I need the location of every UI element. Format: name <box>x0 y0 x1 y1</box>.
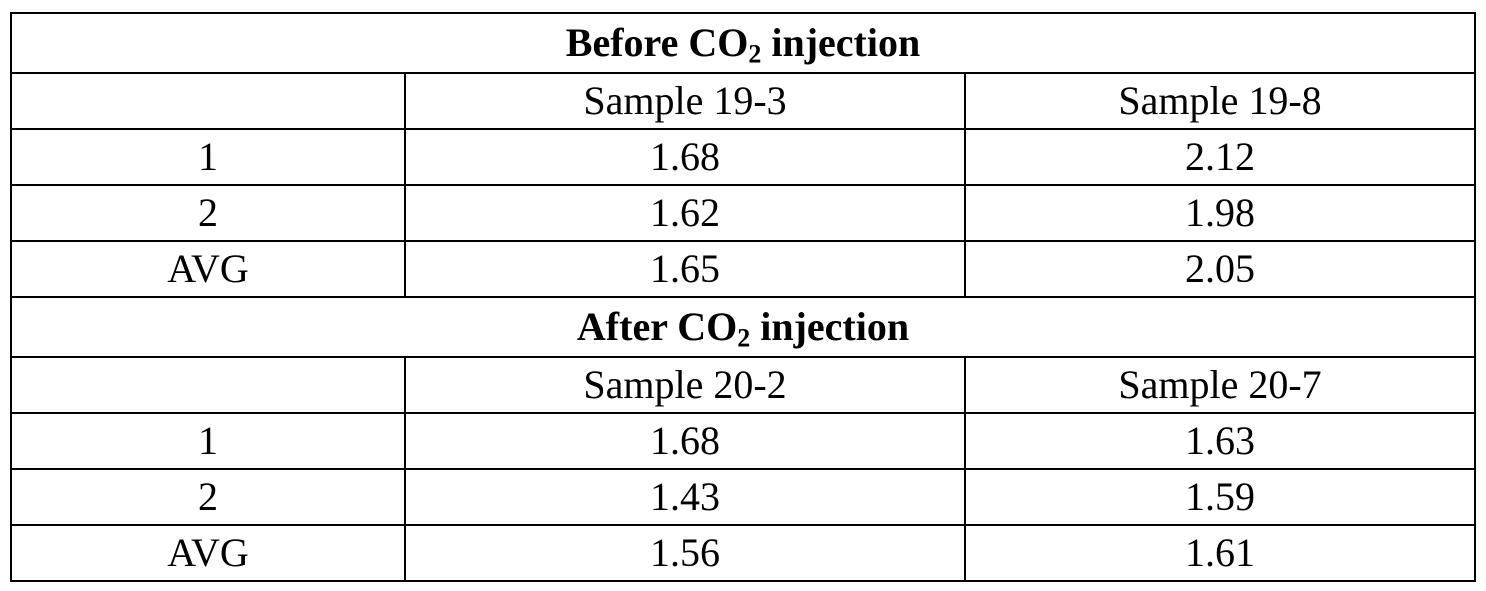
section-header-row-before: Before CO2 injection <box>11 13 1475 73</box>
value-cell: 1.62 <box>405 185 965 241</box>
section-title-before-prefix: Before CO <box>566 20 749 65</box>
section-title-after: After CO2 injection <box>11 297 1475 357</box>
table-row: 2 1.43 1.59 <box>11 469 1475 525</box>
row-label-cell: 1 <box>11 413 405 469</box>
value-cell: 1.43 <box>405 469 965 525</box>
value-cell: 1.63 <box>965 413 1475 469</box>
section-title-before-suffix: injection <box>761 20 920 65</box>
table-row: 1 1.68 1.63 <box>11 413 1475 469</box>
sample-header-row-after: Sample 20-2 Sample 20-7 <box>11 357 1475 413</box>
row-label-cell: AVG <box>11 525 405 581</box>
row-label-cell: 2 <box>11 185 405 241</box>
sample-header-row-before: Sample 19-3 Sample 19-8 <box>11 73 1475 129</box>
sample-header-cell: Sample 20-7 <box>965 357 1475 413</box>
sample-header-cell: Sample 20-2 <box>405 357 965 413</box>
value-cell: 1.59 <box>965 469 1475 525</box>
section-title-after-suffix: injection <box>750 304 909 349</box>
section-header-row-after: After CO2 injection <box>11 297 1475 357</box>
value-cell: 1.68 <box>405 129 965 185</box>
data-table-container: Before CO2 injection Sample 19-3 Sample … <box>10 12 1474 582</box>
empty-header-cell <box>11 357 405 413</box>
sample-header-cell: Sample 19-8 <box>965 73 1475 129</box>
value-cell: 2.05 <box>965 241 1475 297</box>
section-title-before: Before CO2 injection <box>11 13 1475 73</box>
value-cell: 1.56 <box>405 525 965 581</box>
table-row-average: AVG 1.65 2.05 <box>11 241 1475 297</box>
empty-header-cell <box>11 73 405 129</box>
row-label-cell: AVG <box>11 241 405 297</box>
table-row: 2 1.62 1.98 <box>11 185 1475 241</box>
table-row: 1 1.68 2.12 <box>11 129 1475 185</box>
row-label-cell: 2 <box>11 469 405 525</box>
section-title-after-subscript: 2 <box>737 324 750 353</box>
value-cell: 1.61 <box>965 525 1475 581</box>
table-row-average: AVG 1.56 1.61 <box>11 525 1475 581</box>
co2-injection-table: Before CO2 injection Sample 19-3 Sample … <box>10 12 1476 582</box>
value-cell: 1.68 <box>405 413 965 469</box>
value-cell: 2.12 <box>965 129 1475 185</box>
value-cell: 1.98 <box>965 185 1475 241</box>
section-title-after-prefix: After CO <box>577 304 737 349</box>
row-label-cell: 1 <box>11 129 405 185</box>
sample-header-cell: Sample 19-3 <box>405 73 965 129</box>
section-title-before-subscript: 2 <box>748 40 761 69</box>
value-cell: 1.65 <box>405 241 965 297</box>
